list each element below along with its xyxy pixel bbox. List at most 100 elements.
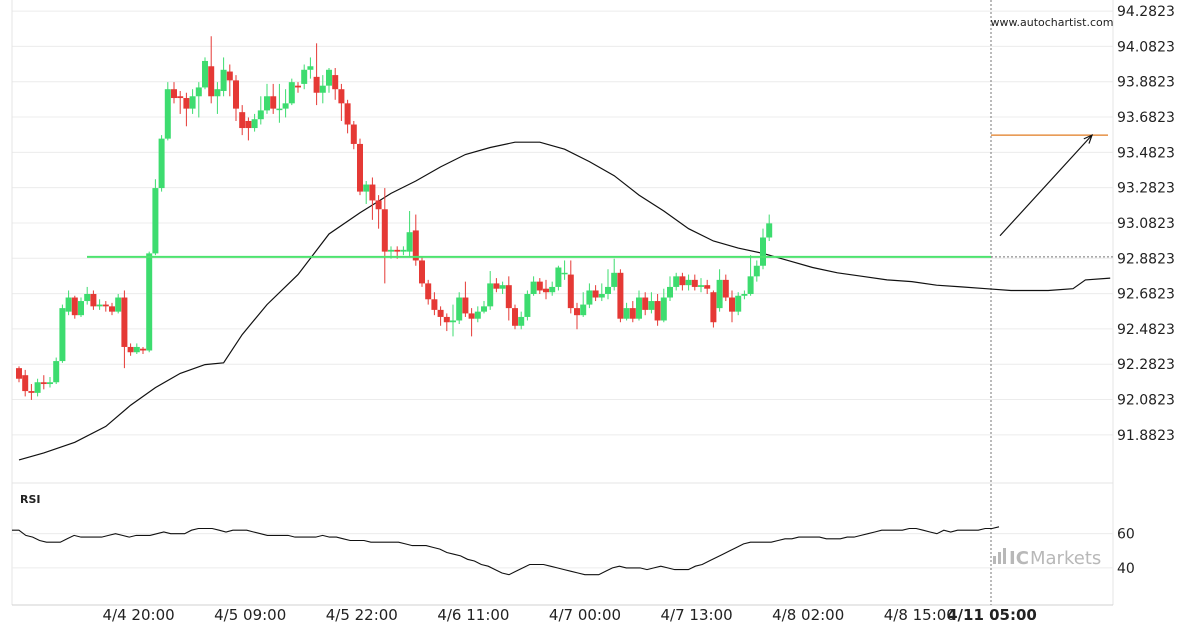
candle [673, 272, 680, 291]
candle [512, 304, 518, 330]
candle-body [667, 286, 673, 298]
candle [642, 292, 649, 316]
candle-body [617, 272, 624, 319]
candle [574, 302, 580, 330]
candle [605, 269, 611, 300]
price-tick-label: 92.6823 [1117, 287, 1175, 303]
candle [487, 271, 494, 310]
projection-arrow-line [999, 134, 1093, 237]
candle-body [493, 283, 500, 289]
candle [313, 43, 320, 106]
candle-body [648, 301, 655, 310]
time-tick-label: 4/5 09:00 [214, 606, 286, 624]
candle [171, 82, 177, 104]
candle-body [437, 309, 444, 317]
price-tick-label: 92.8823 [1117, 251, 1175, 267]
candle [288, 78, 295, 106]
candle [344, 99, 351, 134]
candle-body [505, 285, 512, 309]
candle [164, 82, 171, 141]
candle-body [549, 286, 556, 293]
candle-body [233, 80, 239, 109]
candle-body [691, 279, 698, 287]
candle [102, 301, 109, 312]
candle [716, 269, 723, 312]
candle-body [171, 89, 177, 99]
candle [592, 285, 599, 302]
price-tick-label: 92.2823 [1117, 357, 1175, 373]
candle-body [295, 85, 301, 88]
candle-body [443, 316, 450, 323]
candle [96, 299, 103, 310]
candle [450, 304, 456, 337]
candle-body [47, 382, 53, 385]
candle [598, 283, 605, 302]
projection-arrow-head [1083, 133, 1094, 144]
time-tick-label: 4/11 05:00 [947, 606, 1037, 624]
rsi-line [12, 526, 1000, 576]
candle [65, 290, 72, 316]
candle [47, 376, 53, 388]
candle [611, 258, 618, 291]
candle-body [264, 96, 270, 111]
candle [363, 181, 370, 204]
candle [580, 292, 587, 317]
candle [474, 306, 481, 323]
candle-body [698, 285, 704, 287]
candle-body [462, 297, 469, 314]
candle-body [326, 69, 332, 86]
candle [264, 83, 270, 114]
candle [667, 276, 673, 302]
candle [375, 195, 382, 229]
candle-body [214, 89, 221, 97]
watermark-url[interactable]: www.autochartist.com [991, 16, 1114, 29]
candle-body [685, 279, 692, 286]
candle [183, 92, 190, 127]
candle [567, 260, 574, 314]
candle-body [406, 232, 413, 252]
price-tick-label: 94.0823 [1117, 39, 1175, 55]
candle-body [512, 308, 518, 326]
candle-body [654, 301, 661, 321]
candle-body [84, 293, 91, 302]
candle [425, 279, 432, 305]
candle [722, 274, 729, 302]
candle [437, 306, 444, 326]
candle [71, 295, 78, 319]
candle [226, 64, 233, 97]
candle-body [679, 276, 686, 286]
price-tick-label: 91.8823 [1117, 428, 1175, 444]
candle [34, 378, 41, 397]
candle [257, 96, 264, 125]
candle-body [158, 138, 165, 189]
candle [251, 113, 258, 132]
candle-body [115, 297, 122, 312]
candle-body [220, 69, 227, 91]
candle [319, 75, 326, 104]
candle-body [629, 308, 636, 319]
candle [59, 304, 66, 363]
candle [629, 301, 636, 323]
candle-body [710, 292, 717, 323]
candle [654, 293, 661, 326]
candle [338, 83, 345, 121]
candle-body [747, 276, 754, 294]
candle-body [412, 230, 419, 261]
candle [307, 57, 314, 79]
candle-body [499, 285, 506, 289]
candle-body [133, 346, 140, 353]
candle-body [53, 361, 60, 383]
candle-body [90, 293, 97, 307]
candle-body [574, 308, 580, 316]
candle-body [202, 60, 208, 88]
candle-body [567, 274, 574, 309]
candle-body [357, 143, 363, 192]
candle-body [642, 297, 649, 310]
candle-body [394, 249, 401, 252]
candle-body [605, 286, 611, 294]
candle [133, 343, 140, 355]
candle [28, 384, 35, 400]
time-tick-label: 4/8 02:00 [772, 606, 844, 624]
